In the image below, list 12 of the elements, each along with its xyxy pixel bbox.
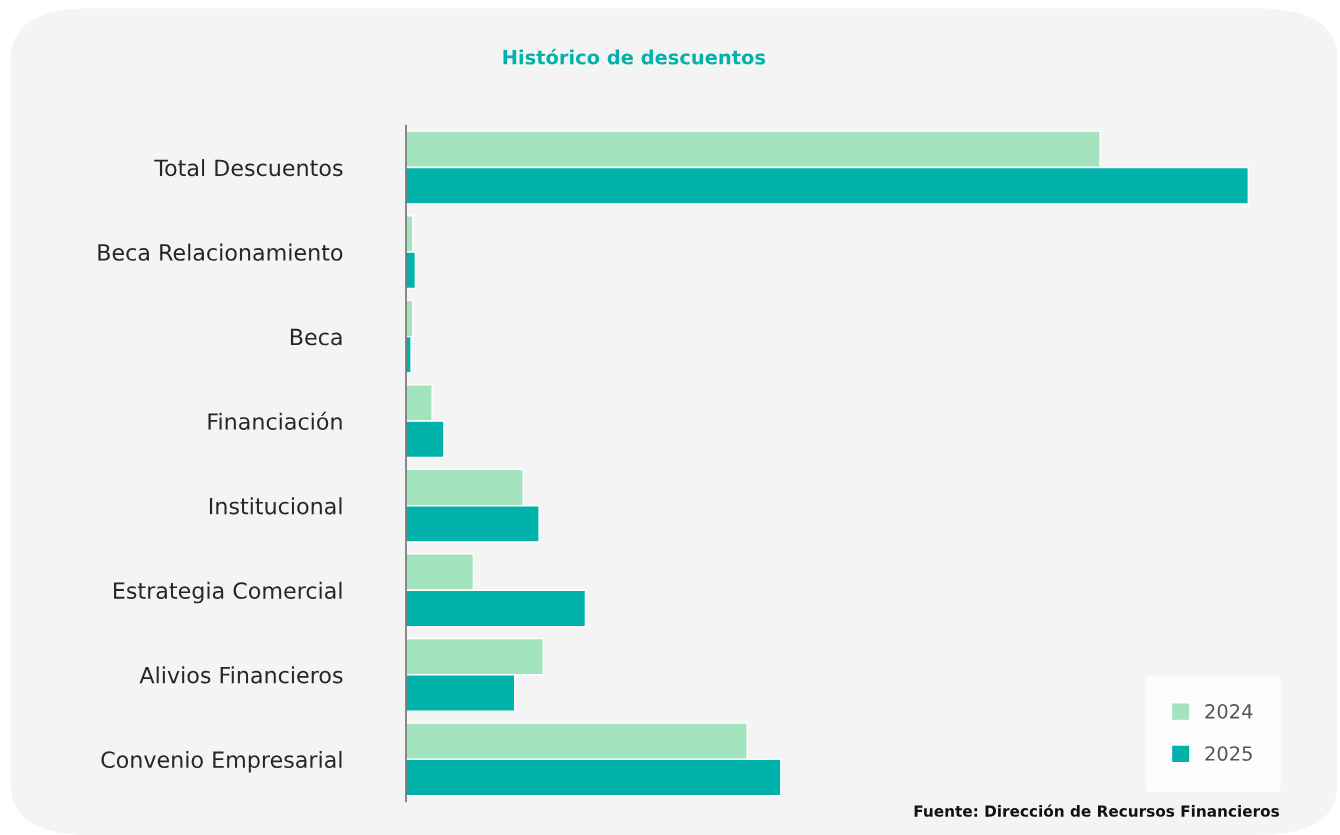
legend-label: 2024 <box>1205 704 1253 719</box>
y-tick-label: Beca Relacionamiento <box>98 243 343 261</box>
chart-title: Histórico de descuentos <box>503 48 766 65</box>
y-tick-label: Institucional <box>209 497 342 515</box>
source-note: Fuente: Dirección de Recursos Financieros <box>914 804 1279 817</box>
y-tick-label: Financiación <box>208 411 342 430</box>
y-tick-label: Estrategia Comercial <box>114 581 342 604</box>
y-tick-label: Alivios Financieros <box>139 666 343 684</box>
y-tick-label: Total Descuentos <box>154 159 343 177</box>
y-tick-label: Convenio Empresarial <box>101 750 342 773</box>
legend-label: 2025 <box>1205 746 1252 761</box>
y-tick-label: Beca <box>290 328 342 346</box>
